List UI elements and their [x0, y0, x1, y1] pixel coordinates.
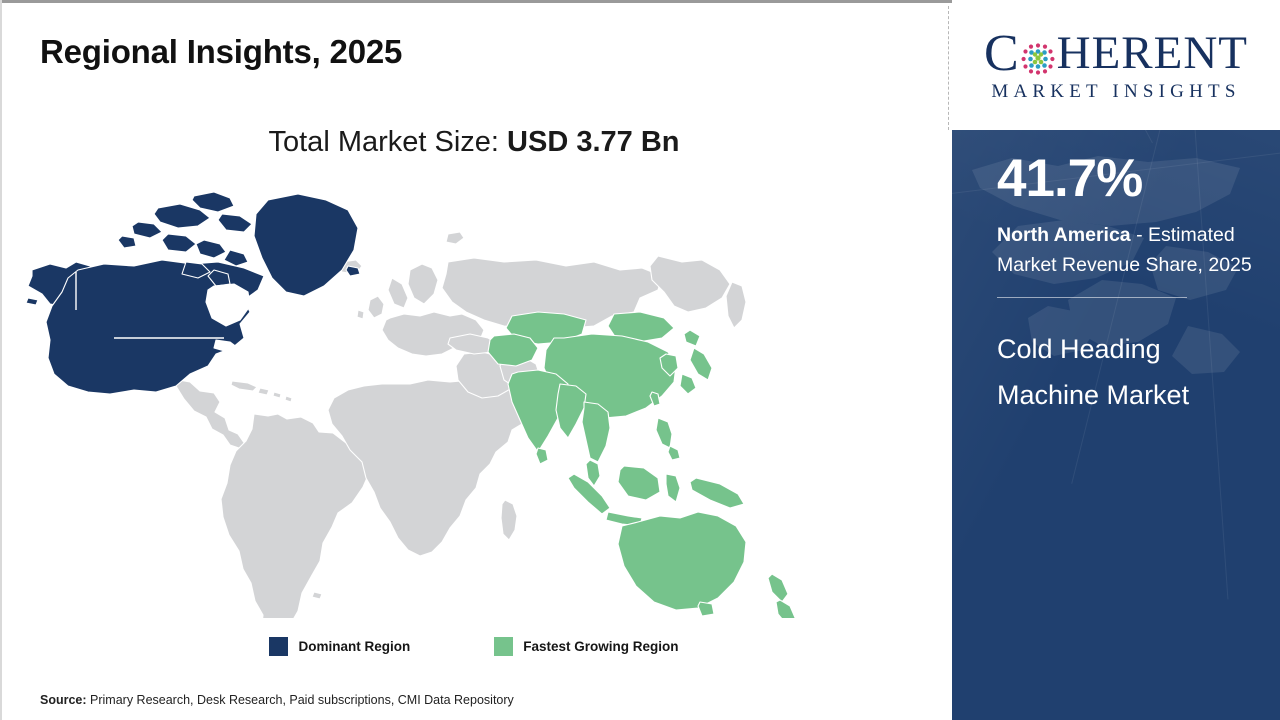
share-region-name: North America: [997, 224, 1131, 246]
left-content-area: Regional Insights, 2025 Total Market Siz…: [0, 33, 948, 707]
panel-world-map-texture: [952, 130, 1280, 720]
legend-label-dominant: Dominant Region: [298, 639, 411, 654]
share-percentage: 41.7%: [997, 149, 1143, 208]
legend-item-dominant: Dominant Region: [269, 637, 410, 656]
stats-panel: 41.7% North America - Estimated Market R…: [952, 130, 1280, 720]
logo-subtitle: MARKET INSIGHTS: [991, 80, 1241, 102]
legend-item-fastest-growing: Fastest Growing Region: [494, 637, 679, 656]
map-legend: Dominant Region Fastest Growing Region: [0, 637, 948, 656]
left-frame-border: [0, 0, 2, 720]
page-title: Regional Insights, 2025: [40, 33, 403, 70]
market-name: Cold Heading Machine Market: [997, 334, 1190, 410]
top-frame-border: [0, 0, 1280, 3]
logo-letter-c: C: [983, 24, 1020, 82]
map-great-lakes: [213, 339, 239, 353]
logo-wordmark: C: [983, 24, 1249, 82]
logo-wordmark-rest: HERENT: [1056, 27, 1249, 79]
total-market-size: Total Market Size: USD 3.77 Bn: [0, 126, 948, 159]
map-region-asia-pacific: [487, 311, 796, 618]
panel-decorative-lines: [952, 130, 1280, 720]
legend-label-fastest-growing: Fastest Growing Region: [523, 639, 679, 654]
market-size-label: Total Market Size:: [268, 126, 508, 158]
map-hudson-bay: [205, 283, 251, 327]
source-label: Source:: [40, 693, 87, 707]
brand-logo: C: [952, 0, 1280, 130]
square-swatch-icon: [269, 637, 289, 656]
world-map: [18, 178, 848, 618]
share-description-text: - Estimated Market Revenue Share, 2025: [997, 224, 1252, 276]
dotted-globe-icon: [1020, 39, 1056, 75]
share-description: North America - Estimated Market Revenue…: [997, 220, 1265, 280]
panel-divider-line: [997, 297, 1187, 298]
square-swatch-icon: [494, 637, 514, 656]
market-size-value: USD 3.77 Bn: [507, 126, 680, 158]
source-note: Source: Primary Research, Desk Research,…: [40, 693, 514, 707]
vertical-dashed-divider: [948, 6, 949, 130]
source-text: Primary Research, Desk Research, Paid su…: [86, 693, 514, 707]
